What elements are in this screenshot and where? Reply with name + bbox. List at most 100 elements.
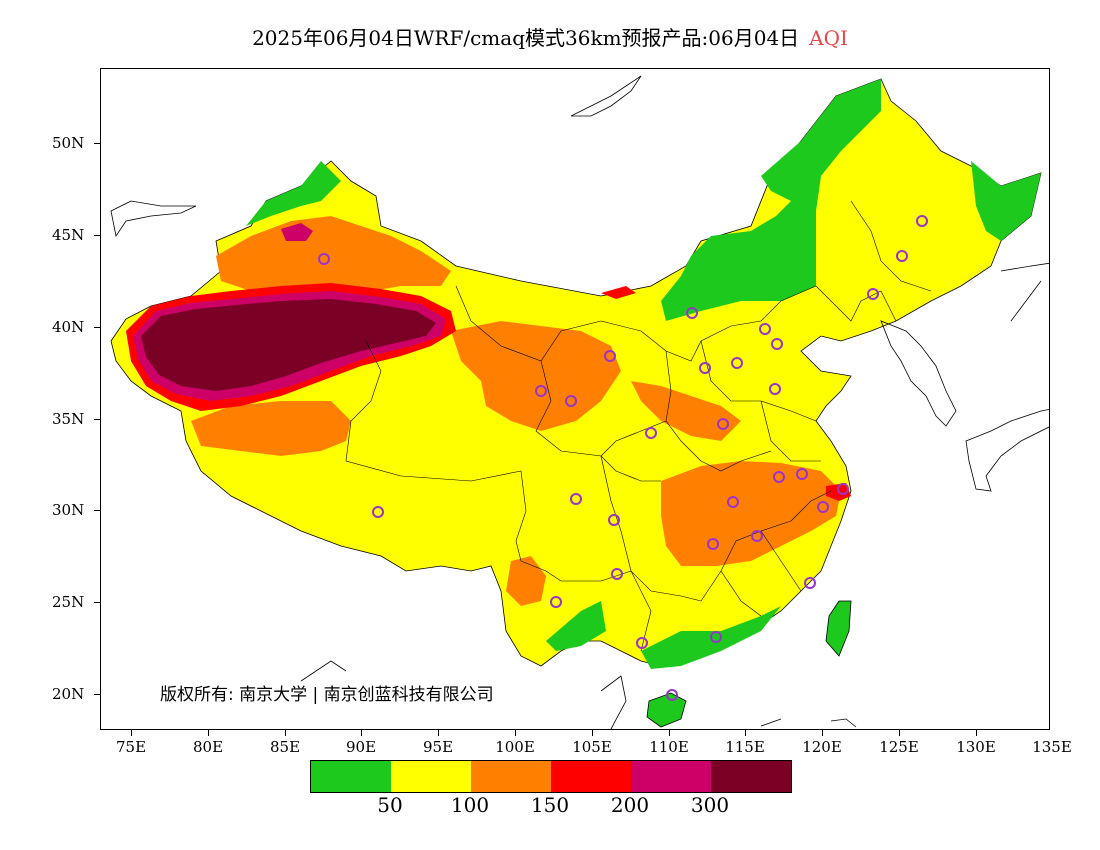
orange-region-qinghai <box>451 321 621 431</box>
station-marker <box>645 427 657 439</box>
lat-tick <box>94 143 100 144</box>
legend-swatch-maroon <box>711 761 791 792</box>
aqi-legend <box>310 760 792 793</box>
copyright-notice: 版权所有: 南京大学 | 南京创蓝科技有限公司 <box>160 685 494 705</box>
station-marker <box>565 395 577 407</box>
lon-label-130e: 130E <box>956 738 996 756</box>
lon-tick <box>822 730 823 736</box>
lon-tick <box>285 730 286 736</box>
station-marker <box>717 418 729 430</box>
lat-label-20n: 20N <box>52 685 85 703</box>
station-marker <box>686 307 698 319</box>
lat-label-45n: 45N <box>52 226 85 244</box>
lat-label-30n: 30N <box>52 501 85 519</box>
green-region-northeast <box>661 79 881 321</box>
lat-tick <box>94 235 100 236</box>
station-marker <box>817 501 829 513</box>
lon-tick <box>592 730 593 736</box>
orange-region-tibet <box>191 401 351 456</box>
station-markers <box>318 215 928 701</box>
aqi-map[interactable] <box>100 68 1050 730</box>
station-marker <box>731 357 743 369</box>
station-marker <box>611 568 623 580</box>
lon-label-95e: 95E <box>422 738 454 756</box>
lon-label-105e: 105E <box>572 738 612 756</box>
maroon-region-tarim <box>141 299 436 391</box>
lon-label-90e: 90E <box>345 738 377 756</box>
sakhalin-outline <box>1000 262 1049 322</box>
station-marker <box>773 471 785 483</box>
lon-tick <box>976 730 977 736</box>
orange-region-central-east <box>661 461 841 566</box>
lon-tick <box>745 730 746 736</box>
lat-label-40n: 40N <box>52 318 85 336</box>
russia-coast-outline <box>570 75 642 117</box>
caspian-outline <box>110 200 197 238</box>
lon-label-75e: 75E <box>115 738 147 756</box>
station-marker <box>666 689 678 701</box>
station-marker <box>372 506 384 518</box>
station-marker <box>727 496 739 508</box>
red-spot-gansu <box>601 286 636 299</box>
station-marker <box>751 530 763 542</box>
legend-swatch-green <box>311 761 391 792</box>
title-variable: AQI <box>809 26 848 50</box>
station-marker <box>707 538 719 550</box>
lat-tick <box>94 510 100 511</box>
magenta-spot-north <box>281 223 313 241</box>
green-region-east <box>971 161 1041 241</box>
legend-label-200: 200 <box>610 793 650 817</box>
station-marker <box>550 596 562 608</box>
station-marker <box>867 288 879 300</box>
lon-tick <box>131 730 132 736</box>
station-marker <box>771 338 783 350</box>
lon-tick <box>669 730 670 736</box>
station-marker <box>535 385 547 397</box>
japan-outline <box>965 408 1049 492</box>
station-marker <box>916 215 928 227</box>
legend-label-50: 50 <box>377 793 403 817</box>
legend-swatch-magenta <box>631 761 711 792</box>
station-marker <box>896 250 908 262</box>
lon-label-125e: 125E <box>879 738 919 756</box>
lon-label-80e: 80E <box>192 738 224 756</box>
station-marker <box>804 577 816 589</box>
province-boundaries <box>345 200 932 652</box>
green-region-hainan <box>646 692 687 728</box>
lat-tick <box>94 694 100 695</box>
legend-label-300: 300 <box>690 793 730 817</box>
station-marker <box>796 468 808 480</box>
legend-swatch-orange <box>471 761 551 792</box>
lat-tick <box>94 419 100 420</box>
station-marker <box>318 253 330 265</box>
lat-label-35n: 35N <box>52 410 85 428</box>
lon-tick <box>208 730 209 736</box>
station-marker <box>699 362 711 374</box>
lat-tick <box>94 602 100 603</box>
korea-peninsula-outline <box>880 320 957 427</box>
station-marker <box>570 493 582 505</box>
legend-label-100: 100 <box>450 793 490 817</box>
station-marker <box>759 323 771 335</box>
lon-label-120e: 120E <box>802 738 842 756</box>
orange-region-xinjiang-north <box>216 216 451 296</box>
lat-label-25n: 25N <box>52 593 85 611</box>
lon-label-115e: 115E <box>725 738 765 756</box>
legend-label-150: 150 <box>530 793 570 817</box>
lon-tick <box>361 730 362 736</box>
orange-region-north-china <box>631 381 741 441</box>
station-marker <box>837 483 849 495</box>
lat-label-50n: 50N <box>52 134 85 152</box>
lon-tick <box>515 730 516 736</box>
station-marker <box>710 631 722 643</box>
station-marker <box>769 383 781 395</box>
orange-region-yunnan <box>506 556 546 606</box>
lon-tick <box>438 730 439 736</box>
station-marker <box>604 350 616 362</box>
lon-label-110e: 110E <box>649 738 689 756</box>
lon-label-135e: 135E <box>1032 738 1072 756</box>
indochina-outline <box>300 660 857 729</box>
map-title: 2025年06月04日WRF/cmaq模式36km预报产品:06月04日 AQI <box>0 22 1100 51</box>
station-marker <box>608 514 620 526</box>
lon-label-100e: 100E <box>495 738 535 756</box>
